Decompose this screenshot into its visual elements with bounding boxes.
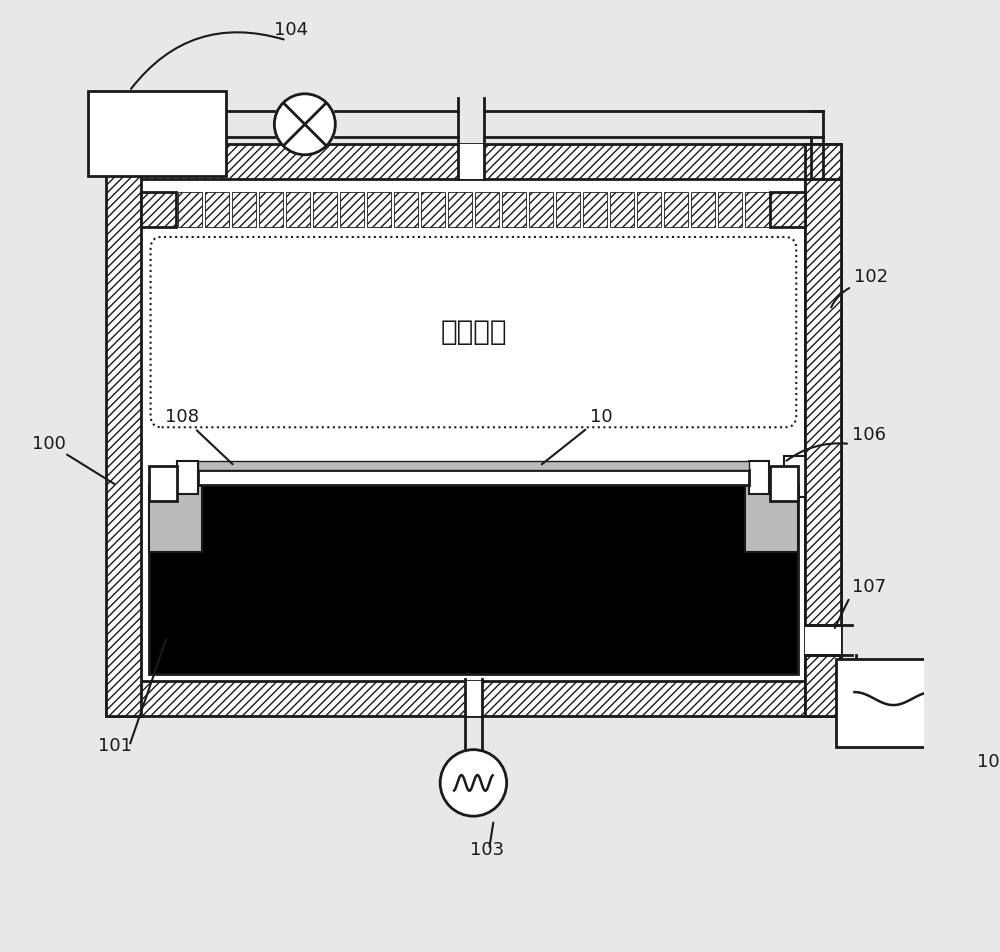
- Text: 105: 105: [977, 753, 1000, 771]
- Bar: [149, 486, 798, 674]
- Bar: [178, 191, 202, 227]
- Bar: [583, 191, 607, 227]
- Bar: [502, 191, 526, 227]
- Bar: [770, 466, 798, 502]
- Bar: [88, 91, 226, 176]
- Text: 104: 104: [274, 21, 308, 39]
- Bar: [718, 191, 742, 227]
- Bar: [232, 191, 256, 227]
- Bar: [745, 191, 769, 227]
- Circle shape: [274, 94, 335, 155]
- Bar: [106, 682, 841, 717]
- Bar: [205, 191, 229, 227]
- Bar: [340, 191, 364, 227]
- Bar: [149, 486, 202, 552]
- Bar: [637, 191, 661, 227]
- Bar: [106, 144, 841, 179]
- Text: 108: 108: [165, 407, 233, 465]
- Bar: [610, 191, 634, 227]
- Text: 10: 10: [542, 407, 613, 465]
- Bar: [313, 191, 337, 227]
- Bar: [465, 682, 482, 717]
- Bar: [149, 466, 177, 502]
- Bar: [745, 486, 798, 552]
- Bar: [448, 191, 472, 227]
- Text: 107: 107: [852, 578, 886, 596]
- Bar: [529, 191, 553, 227]
- Bar: [784, 456, 809, 497]
- Text: 101: 101: [98, 738, 132, 756]
- Bar: [286, 191, 310, 227]
- Bar: [805, 179, 841, 625]
- Bar: [805, 144, 841, 717]
- Bar: [770, 191, 805, 227]
- Bar: [141, 179, 805, 682]
- Bar: [805, 625, 841, 655]
- Circle shape: [440, 749, 507, 816]
- Bar: [198, 461, 749, 469]
- Text: 102: 102: [854, 268, 889, 287]
- Bar: [749, 461, 769, 494]
- Text: 106: 106: [852, 426, 886, 445]
- Bar: [367, 191, 391, 227]
- Bar: [664, 191, 688, 227]
- Bar: [421, 191, 445, 227]
- Bar: [458, 144, 484, 179]
- Bar: [805, 655, 841, 717]
- FancyBboxPatch shape: [151, 237, 796, 427]
- Bar: [691, 191, 715, 227]
- Text: 等离子体: 等离子体: [440, 318, 507, 347]
- Text: 100: 100: [32, 434, 66, 452]
- Bar: [394, 191, 418, 227]
- Text: 103: 103: [470, 841, 504, 859]
- Bar: [198, 469, 749, 486]
- Bar: [177, 461, 198, 494]
- Bar: [106, 144, 141, 717]
- Bar: [141, 191, 176, 227]
- Bar: [475, 191, 499, 227]
- Bar: [836, 659, 970, 747]
- Bar: [259, 191, 283, 227]
- Bar: [556, 191, 580, 227]
